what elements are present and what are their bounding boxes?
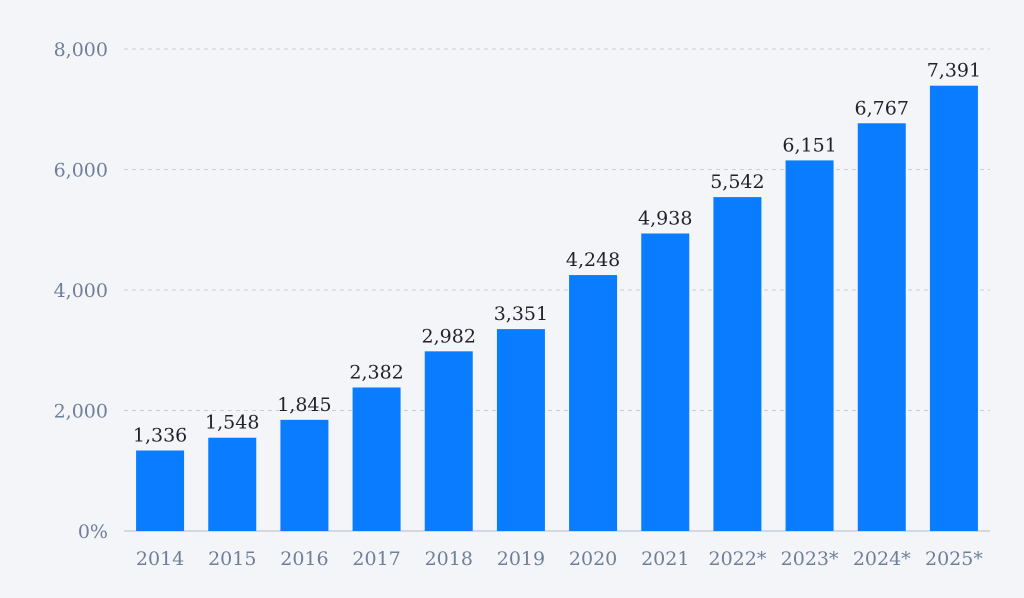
x-tick-label: 2015 [208,548,256,570]
data-label: 7,391 [927,60,981,82]
bar-2016[interactable] [280,419,329,531]
data-label: 1,845 [277,394,331,416]
data-label: 2,382 [349,361,403,383]
bar-2022-projected[interactable] [713,197,762,532]
x-tick-label: 2023* [781,548,839,570]
x-tick-label: 2022* [708,548,766,570]
x-tick-label: 2014 [136,548,184,570]
bar-2024-projected[interactable] [857,123,906,531]
x-tick-label: 2020 [569,548,617,570]
bar-2015[interactable] [208,437,257,531]
bar-2019[interactable] [496,329,545,531]
x-tick-label: 2021 [641,548,689,570]
data-label: 1,548 [205,412,259,434]
data-label: 5,542 [710,171,764,193]
y-tick-label: 6,000 [54,160,108,182]
x-tick-label: 2017 [352,548,400,570]
x-tick-label: 2019 [497,548,545,570]
data-label: 6,767 [855,97,909,119]
data-label: 1,336 [133,425,187,447]
x-tick-label: 2016 [280,548,328,570]
bar-2023-projected[interactable] [785,160,834,531]
x-tick-label: 2024* [853,548,911,570]
x-tick-label: 2018 [425,548,473,570]
data-label: 2,982 [422,325,476,347]
bar-2021[interactable] [641,233,690,531]
y-tick-label: 8,000 [54,39,108,61]
data-label: 3,351 [494,303,548,325]
x-tick-label: 2025* [925,548,983,570]
data-label: 6,151 [782,134,836,156]
bar-2018[interactable] [424,351,473,531]
bar-2017[interactable] [352,387,401,531]
y-tick-label: 2,000 [54,401,108,423]
data-label: 4,938 [638,207,692,229]
bar-2014[interactable] [136,450,185,531]
bar-2025-projected[interactable] [929,85,978,531]
y-tick-label: 4,000 [54,280,108,302]
data-label: 4,248 [566,249,620,271]
y-tick-label: 0% [78,521,108,543]
bar-2020[interactable] [569,275,618,531]
